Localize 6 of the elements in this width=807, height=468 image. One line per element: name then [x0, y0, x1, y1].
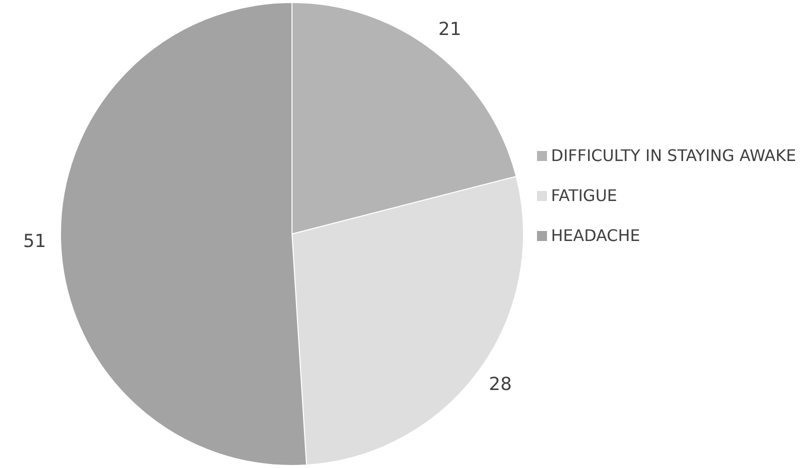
data-label: 21: [438, 19, 462, 40]
data-label: 51: [23, 230, 46, 252]
legend-label: FATIGUE: [551, 185, 618, 207]
legend-label: HEADACHE: [551, 225, 640, 247]
legend-label: DIFFICULTY IN STAYING AWAKE: [551, 145, 796, 167]
data-label: 28: [488, 374, 512, 396]
